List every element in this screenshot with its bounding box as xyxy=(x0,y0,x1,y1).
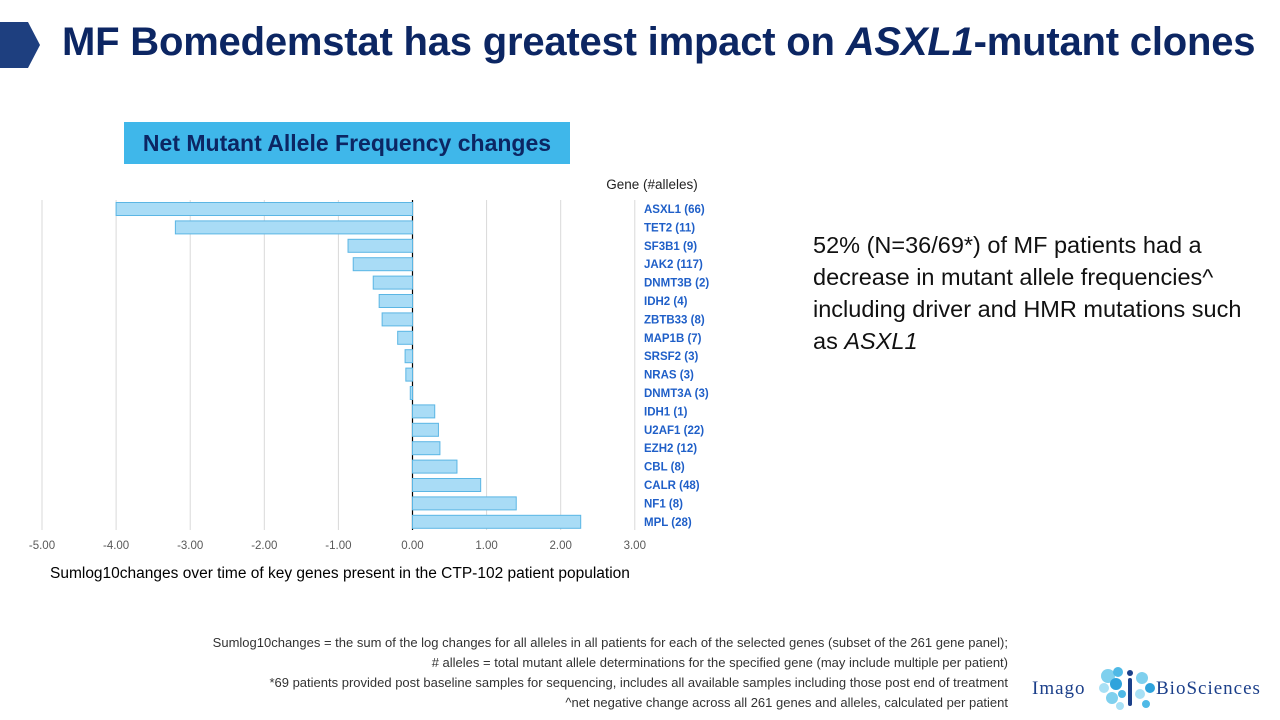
category-label: IDH2 (4) xyxy=(644,296,688,308)
bar xyxy=(347,238,413,253)
imago-biosciences-logo: Imago BioSciences xyxy=(1030,664,1270,714)
bar xyxy=(397,330,413,345)
category-label: CBL (8) xyxy=(644,462,685,474)
x-tick-label: 3.00 xyxy=(624,540,646,552)
category-label: CALR (48) xyxy=(644,480,700,492)
title-chevron-icon xyxy=(0,22,40,68)
x-tick-label: -5.00 xyxy=(29,540,55,552)
category-label: U2AF1 (22) xyxy=(644,425,704,437)
bar xyxy=(115,202,413,216)
category-label: ZBTB33 (8) xyxy=(644,314,705,326)
bar xyxy=(412,478,482,492)
category-label: TET2 (11) xyxy=(644,222,695,234)
footnote-3: *69 patients provided post baseline samp… xyxy=(269,675,1008,690)
footnote-1: Sumlog10changes = the sum of the log cha… xyxy=(212,635,1008,650)
category-label: DNMT3A (3) xyxy=(644,388,709,400)
category-label: ASXL1 (66) xyxy=(644,204,705,216)
category-label: NRAS (3) xyxy=(644,370,694,382)
bar xyxy=(352,257,413,272)
bar xyxy=(412,459,458,474)
footnote-4: ^net negative change across all 261 gene… xyxy=(565,695,1008,710)
category-label: NF1 (8) xyxy=(644,498,683,510)
x-tick-label: -3.00 xyxy=(177,540,203,552)
logo-text-left: Imago xyxy=(1032,678,1086,699)
category-label: MAP1B (7) xyxy=(644,333,702,345)
x-tick-label: 2.00 xyxy=(550,540,572,552)
x-tick-label: -2.00 xyxy=(251,540,277,552)
bar xyxy=(372,275,413,290)
bar xyxy=(412,422,439,437)
chart-header: Net Mutant Allele Frequency changes xyxy=(124,122,570,164)
category-label: EZH2 (12) xyxy=(644,443,697,455)
bar xyxy=(405,367,413,382)
category-label: SF3B1 (9) xyxy=(644,241,697,253)
bar xyxy=(412,404,436,419)
category-label: IDH1 (1) xyxy=(644,406,688,418)
legend-title: Gene (#alleles) xyxy=(606,177,698,192)
category-label: SRSF2 (3) xyxy=(644,351,698,363)
category-label: DNMT3B (2) xyxy=(644,278,709,290)
bar xyxy=(412,496,517,511)
category-label: MPL (28) xyxy=(644,517,692,529)
butterfly-icon xyxy=(1099,667,1155,710)
bar xyxy=(412,441,441,456)
page-title: MF Bomedemstat has greatest impact on AS… xyxy=(62,20,1256,64)
logo-text-right: BioSciences xyxy=(1156,678,1261,699)
x-tick-label: -1.00 xyxy=(325,540,351,552)
footnotes: Sumlog10changes = the sum of the log cha… xyxy=(213,633,1008,713)
bar xyxy=(412,514,582,529)
bar xyxy=(378,294,413,308)
bar xyxy=(381,312,413,327)
summary-text: 52% (N=36/69*) of MF patients had a decr… xyxy=(813,232,1242,354)
bar xyxy=(174,220,413,235)
category-label: JAK2 (117) xyxy=(644,259,703,271)
x-tick-label: 0.00 xyxy=(401,540,423,552)
bar xyxy=(404,349,413,364)
bar xyxy=(409,386,414,400)
chart-x-label: Sumlog10changes over time of key genes p… xyxy=(50,565,630,582)
x-tick-label: 1.00 xyxy=(475,540,497,552)
footnote-2: # alleles = total mutant allele determin… xyxy=(431,655,1008,670)
x-tick-label: -4.00 xyxy=(103,540,129,552)
mutant-allele-bar-chart: Gene (#alleles) ASXL1 (66) TET2 (11) SF3B1… xyxy=(29,177,709,552)
